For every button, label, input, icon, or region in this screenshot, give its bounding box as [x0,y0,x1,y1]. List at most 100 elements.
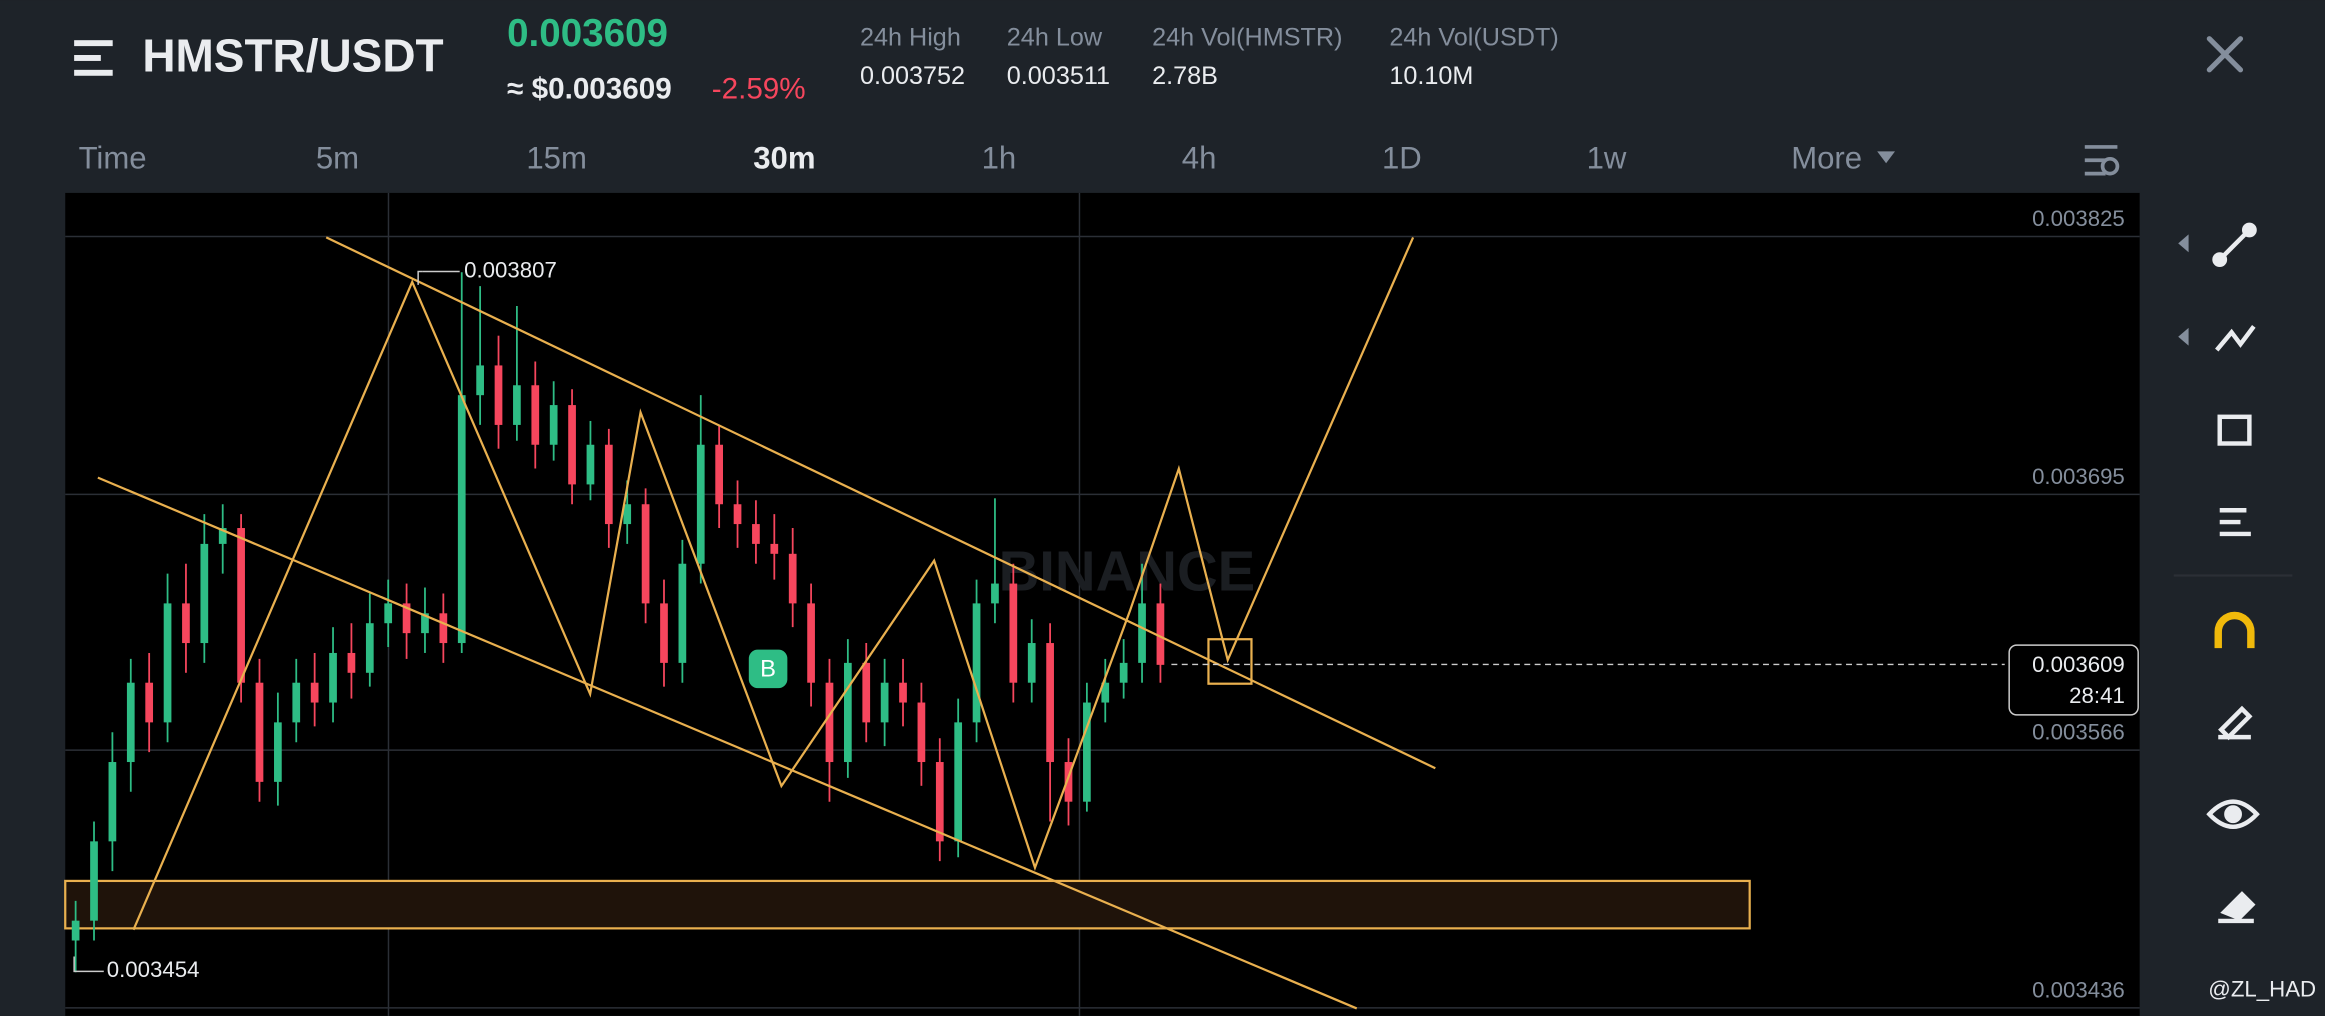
candle-body [310,682,319,703]
candle-body [329,652,337,703]
candle-body [531,385,540,445]
timeframe-tab[interactable]: 15m [526,141,587,176]
timeframe-tab[interactable]: 4h [1182,141,1217,176]
candle-body [218,528,227,544]
stat-value: 10.10M [1389,62,1473,90]
visibility-tool[interactable] [2206,799,2260,830]
buy-marker[interactable] [748,649,788,689]
current-price-box [2008,644,2139,716]
timeframe-tab[interactable]: 1h [982,141,1017,176]
fib-levels-tool[interactable] [2219,508,2251,537]
candle-body [1138,603,1146,663]
timeframe-tab[interactable]: More [1791,141,1862,176]
candle-body [108,762,117,842]
candle-body [807,603,815,683]
candle-body [476,365,484,396]
low-leader [73,956,104,973]
candle-body [457,395,466,644]
candle-body [935,762,944,842]
stat-value: 2.78B [1152,62,1218,90]
pair-title[interactable]: HMSTR/USDT [142,30,443,82]
stat-label: 24h Vol(HMSTR) [1152,23,1342,51]
candle-body [347,652,356,673]
candle-body [71,920,80,941]
candle-body [788,553,797,604]
stat-value: 0.003511 [1007,62,1110,90]
candle-body [604,444,613,525]
watermark: BINANCE [999,539,1256,602]
magnet-tool[interactable] [2214,611,2255,649]
candle-body [163,603,172,723]
candle-body [1027,643,1036,683]
menu-icon[interactable] [74,40,113,76]
stats: 24h High 0.003752 24h Low 0.003511 24h Vol(H… [860,23,1559,90]
low-label: 0.003454 [107,957,200,982]
user-watermark: @ZL_HAD [2208,977,2316,1002]
y-tick-label: 0.003566 [2032,720,2125,745]
candle-body [292,682,301,723]
pencil-tool[interactable] [2218,705,2253,741]
toolbar [2173,222,2293,924]
candle-body [1101,682,1110,703]
candle-body [145,682,154,723]
candle-body [439,613,448,644]
candle-body [770,543,779,554]
candle-body [182,603,190,644]
timeframe-tab[interactable]: 1w [1587,141,1627,176]
candle-body [402,603,411,634]
support-zone [64,879,1751,930]
dropdown-arrow [1877,151,1895,164]
candle-body [513,385,521,425]
candle-body [494,365,503,425]
candle-body [733,504,742,525]
candle-body [862,662,871,723]
timeframe-tab[interactable]: 30m [753,141,815,176]
candle-body [90,841,98,921]
candle-body [843,662,852,763]
high-label: 0.003807 [464,257,557,282]
chart-area[interactable] [65,192,2140,1016]
candle-body [972,603,981,723]
eraser-tool[interactable] [2218,891,2256,924]
candle-body [696,444,705,564]
candle-body [623,504,632,525]
candle-body [586,444,595,485]
candle-body [237,528,245,683]
high-leader [417,270,423,285]
candle-body [1083,702,1091,802]
candle-body [255,682,264,782]
y-tick-label: 0.003436 [2032,977,2125,1002]
candle-body [991,583,999,604]
price-change: -2.59% [712,72,806,105]
price-usd: ≈ $0.003609 [507,72,672,105]
candle-body [384,603,393,624]
candle-body [1156,603,1165,665]
candle-body [880,682,889,723]
y-tick-label: 0.003825 [2032,206,2125,231]
candles [71,272,1165,973]
candle-body [274,722,282,782]
buy-marker-label: B [760,657,776,683]
fib-tool[interactable] [2215,325,2256,352]
timeframe-tab[interactable]: 5m [316,141,359,176]
timeframe-tab[interactable]: Time [79,141,147,176]
candle-body [1064,762,1073,802]
candle-body [678,563,687,663]
candle-body [365,623,374,673]
last-price: 0.003609 [507,12,668,55]
close-button[interactable] [2206,36,2244,73]
candle-body [641,504,650,604]
candle-body [954,722,963,842]
shape-tool[interactable] [2217,414,2252,446]
current-price-label: 0.003609 [2032,652,2125,677]
countdown: 28:41 [2069,683,2125,708]
stat-label: 24h Vol(USDT) [1389,23,1558,51]
trend-line-tool[interactable] [2212,222,2257,268]
chart-settings-icon[interactable] [2084,145,2120,176]
timeframe-tab[interactable]: 1D [1382,141,1422,176]
candle-body [126,682,135,763]
candle-body [825,682,834,763]
candle-body [899,682,907,703]
candle-body [752,524,760,544]
